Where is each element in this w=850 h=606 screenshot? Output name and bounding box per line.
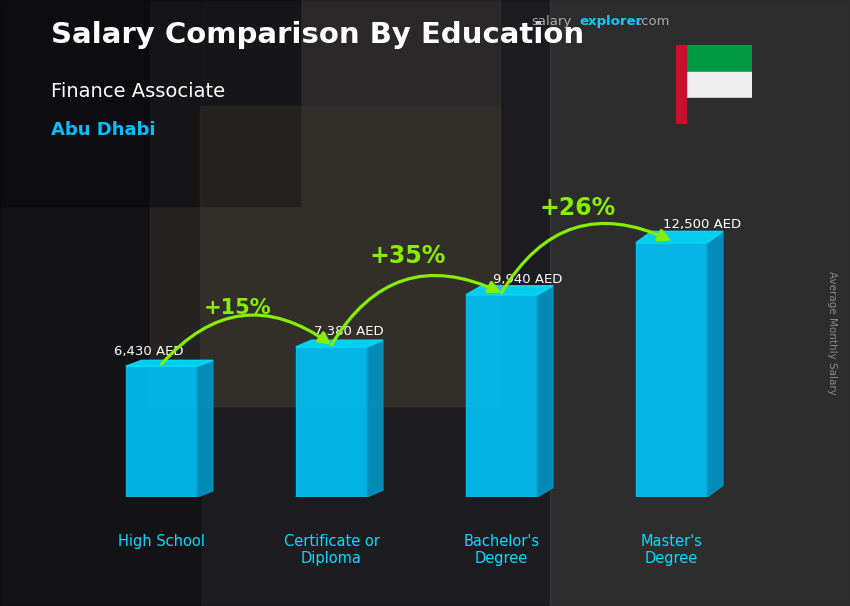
Text: Salary Comparison By Education: Salary Comparison By Education [51,21,584,49]
Text: +15%: +15% [204,298,272,318]
Polygon shape [636,243,707,497]
Polygon shape [126,366,197,497]
FancyArrowPatch shape [332,276,498,345]
Polygon shape [466,295,537,497]
Text: 6,430 AED: 6,430 AED [114,345,184,358]
Polygon shape [197,361,212,497]
Polygon shape [707,231,722,497]
Text: Finance Associate: Finance Associate [51,82,225,101]
Text: +26%: +26% [540,196,616,220]
Text: Bachelor's
Degree: Bachelor's Degree [463,533,540,566]
Text: explorer: explorer [580,15,643,28]
Polygon shape [296,347,367,497]
Text: Master's
Degree: Master's Degree [641,533,702,566]
Polygon shape [296,340,382,347]
Bar [200,106,500,406]
Text: 7,380 AED: 7,380 AED [314,325,384,338]
Polygon shape [367,340,382,497]
Bar [150,0,500,406]
Text: Abu Dhabi: Abu Dhabi [51,121,156,139]
Text: Average Monthly Salary: Average Monthly Salary [827,271,837,395]
Polygon shape [466,286,552,295]
Bar [686,72,752,98]
Polygon shape [636,231,722,243]
Bar [676,45,686,124]
Text: salary: salary [531,15,571,28]
Text: Certificate or
Diploma: Certificate or Diploma [284,533,379,566]
FancyArrowPatch shape [162,315,329,364]
Polygon shape [126,361,212,366]
Text: 12,500 AED: 12,500 AED [663,218,741,231]
FancyArrowPatch shape [502,224,668,293]
Bar [0,0,200,606]
Bar [550,0,850,606]
Text: .com: .com [638,15,670,28]
Bar [0,0,300,206]
Text: +35%: +35% [370,244,446,268]
Text: 9,940 AED: 9,940 AED [493,273,563,286]
Bar [686,98,752,124]
Text: High School: High School [118,533,205,548]
Bar [686,45,752,72]
Polygon shape [537,286,553,497]
